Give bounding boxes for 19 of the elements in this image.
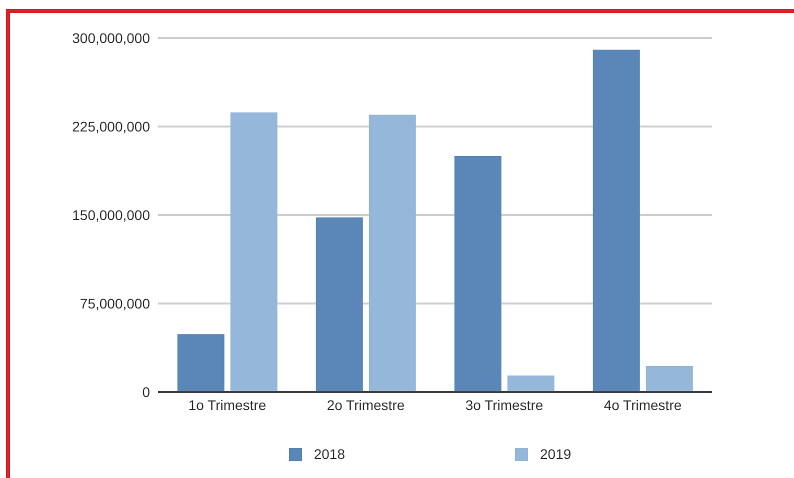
bar [592, 50, 640, 392]
bar [646, 366, 693, 392]
legend-label: 2018 [314, 446, 345, 462]
x-tick-label: 2o Trimestre [326, 396, 405, 413]
bar [368, 114, 416, 392]
x-tick-label: 4o Trimestre [604, 396, 682, 413]
bar [454, 156, 502, 392]
bar [230, 112, 278, 392]
x-tick-label: 1o Trimestre [188, 396, 266, 413]
y-tick-label: 75,000,000 [80, 295, 150, 312]
bar [316, 217, 363, 392]
legend-label: 2019 [540, 446, 572, 462]
y-tick-label: 0 [142, 384, 150, 400]
bar [177, 334, 224, 392]
y-tick-label: 300,000,000 [72, 30, 150, 46]
y-tick-label: 225,000,000 [72, 118, 150, 134]
x-tick-label: 3o Trimestre [465, 396, 544, 413]
bar [507, 375, 554, 392]
y-tick-label: 150,000,000 [72, 206, 150, 223]
